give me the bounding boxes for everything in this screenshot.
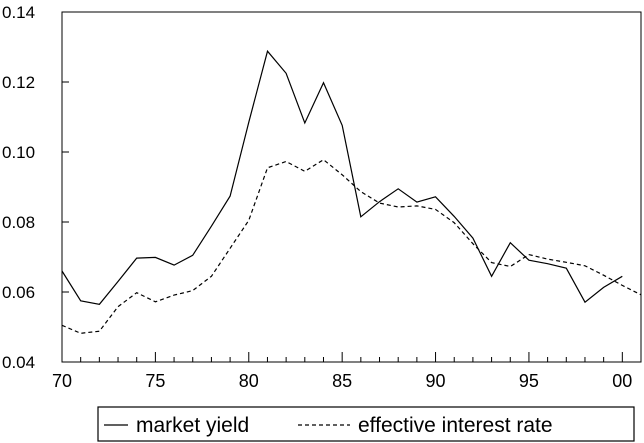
x-tick-label: 00 [612,371,632,391]
x-tick-label: 95 [519,371,539,391]
x-tick-label: 90 [426,371,446,391]
y-tick-label: 0.08 [2,213,35,232]
x-tick-label: 75 [145,371,165,391]
y-axis: 0.04 0.06 0.08 0.10 0.12 0.14 [2,3,69,372]
x-tick-label: 70 [52,371,72,391]
y-tick-label: 0.14 [2,3,35,22]
y-tick-label: 0.10 [2,143,35,162]
legend-label-effective-interest-rate: effective interest rate [358,414,553,437]
y-tick-label: 0.06 [2,283,35,302]
plot-series [61,49,642,334]
series-line-effective-interest-rate [61,158,642,334]
legend: market yield effective interest rate [97,406,635,442]
plot-frame [61,11,642,363]
y-tick-label: 0.12 [2,73,35,92]
x-tick-label: 85 [332,371,352,391]
x-tick-label: 80 [239,371,259,391]
y-tick-label: 0.04 [2,353,35,372]
series-line-market-yield [61,49,623,305]
x-axis: 70 75 80 85 90 95 00 [52,352,642,391]
legend-box [97,406,635,442]
legend-label-market-yield: market yield [136,414,249,437]
